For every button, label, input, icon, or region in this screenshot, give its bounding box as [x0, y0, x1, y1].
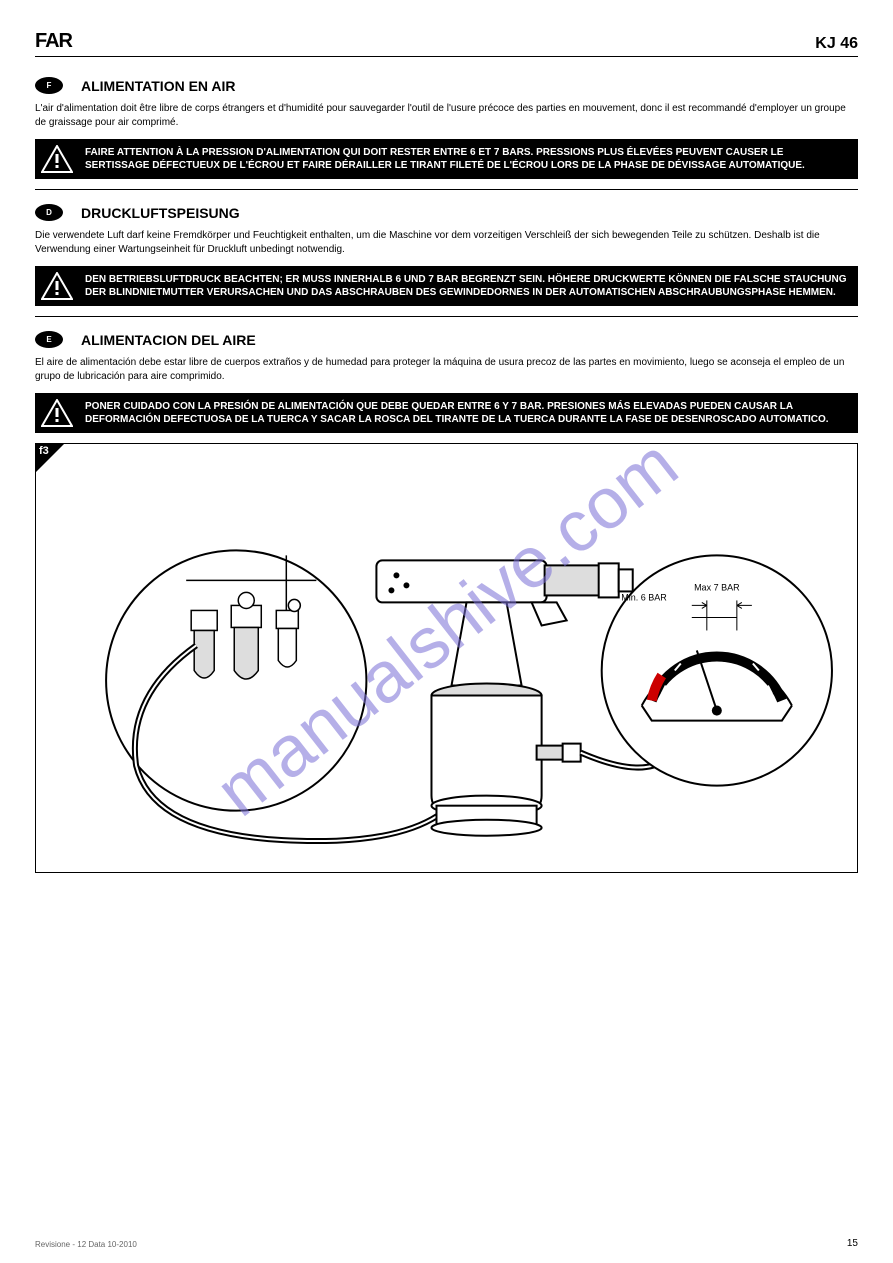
section-body-es: El aire de alimentación debe estar libre… — [35, 356, 858, 383]
brand-logo: FAR — [35, 30, 72, 53]
figure-illustration: Max 7 BAR Min. 6 BAR — [36, 444, 857, 872]
section-title-es: ALIMENTACION DEL AIRE — [81, 332, 256, 348]
divider — [35, 316, 858, 317]
section-body-fr: L'air d'alimentation doit être libre de … — [35, 102, 858, 129]
model-number: KJ 46 — [815, 35, 858, 53]
lang-badge-de: D — [35, 204, 63, 221]
divider — [35, 189, 858, 190]
figure-box: f3 — [35, 443, 858, 873]
warning-text-fr: FAIRE ATTENTION À LA PRESSION D'ALIMENTA… — [85, 146, 848, 173]
warning-text-de: DEN BETRIEBSLUFTDRUCK BEACHTEN; ER MUSS … — [85, 273, 848, 300]
figure-label: f3 — [39, 445, 49, 457]
section-body-de: Die verwendete Luft darf keine Fremdkörp… — [35, 229, 858, 256]
section-title-de: DRUCKLUFTSPEISUNG — [81, 205, 240, 221]
warning-icon — [41, 399, 73, 427]
gauge-min-label: Min. 6 BAR — [621, 592, 667, 602]
warning-icon — [41, 145, 73, 173]
section-fr: F ALIMENTATION EN AIR L'air d'alimentati… — [35, 77, 858, 179]
page-number: 15 — [847, 1238, 858, 1249]
section-de: D DRUCKLUFTSPEISUNG Die verwendete Luft … — [35, 204, 858, 306]
warning-icon — [41, 272, 73, 300]
lang-badge-es: E — [35, 331, 63, 348]
revision-footer: Revisione - 12 Data 10-2010 — [35, 1240, 137, 1249]
warning-bar-es: PONER CUIDADO CON LA PRESIÓN DE ALIMENTA… — [35, 393, 858, 433]
warning-bar-de: DEN BETRIEBSLUFTDRUCK BEACHTEN; ER MUSS … — [35, 266, 858, 306]
section-es: E ALIMENTACION DEL AIRE El aire de alime… — [35, 331, 858, 433]
warning-bar-fr: FAIRE ATTENTION À LA PRESSION D'ALIMENTA… — [35, 139, 858, 179]
warning-text-es: PONER CUIDADO CON LA PRESIÓN DE ALIMENTA… — [85, 400, 848, 427]
section-title-fr: ALIMENTATION EN AIR — [81, 78, 236, 94]
gauge-max-label: Max 7 BAR — [694, 582, 740, 592]
lang-badge-fr: F — [35, 77, 63, 94]
page-header: FAR KJ 46 — [35, 30, 858, 57]
